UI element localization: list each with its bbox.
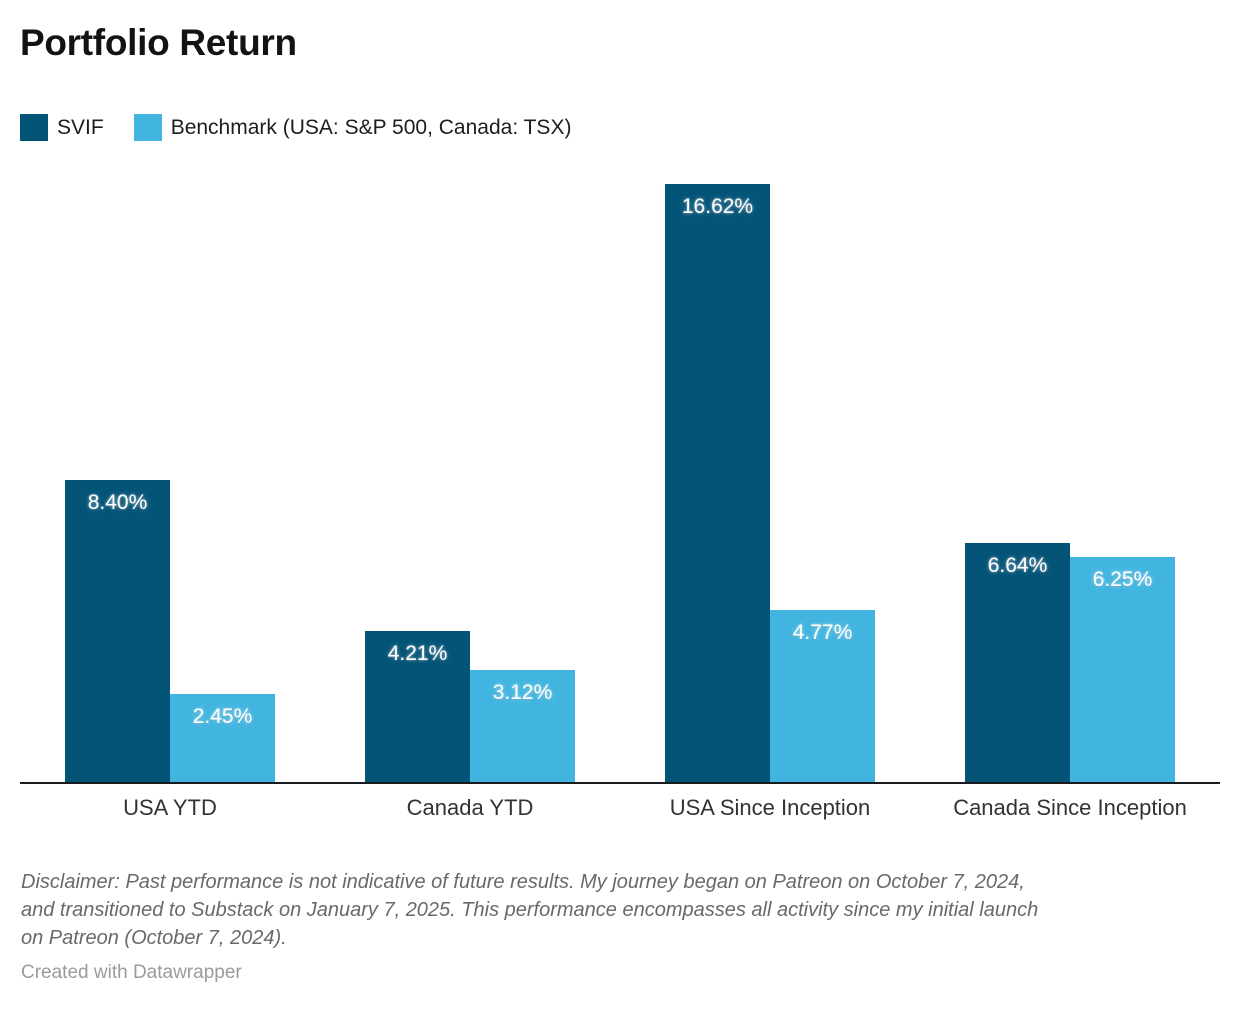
x-axis-baseline [20, 782, 1220, 784]
bar-benchmark-canada-ytd[interactable]: 3.12% [470, 670, 575, 782]
x-axis-label-canada-ytd: Canada YTD [406, 795, 534, 820]
disclaimer-line: Disclaimer: Past performance is not indi… [21, 871, 1025, 893]
bar-value-label: 16.62% [681, 195, 754, 218]
legend-swatch-benchmark [133, 114, 162, 141]
bar-value-label: 2.45% [192, 705, 253, 728]
legend-swatch-svif [20, 114, 48, 141]
bar-svif-canada-since-inception[interactable]: 6.64% [965, 543, 1070, 782]
bar-value-label: 6.25% [1092, 568, 1153, 591]
bar-benchmark-usa-ytd[interactable]: 2.45% [170, 694, 275, 782]
disclaimer-text: Disclaimer: Past performance is not indi… [21, 868, 1038, 952]
bar-svif-canada-ytd[interactable]: 4.21% [365, 631, 470, 782]
legend: SVIF Benchmark (USA: S&P 500, Canada: TS… [20, 114, 601, 141]
legend-item-benchmark: Benchmark (USA: S&P 500, Canada: TSX) [133, 114, 572, 141]
disclaimer-line: on Patreon (October 7, 2024). [21, 927, 287, 949]
bar-value-label: 4.21% [387, 642, 448, 665]
bar-svif-usa-since-inception[interactable]: 16.62% [665, 184, 770, 782]
legend-item-svif: SVIF [20, 114, 104, 141]
bar-value-label: 4.77% [792, 621, 853, 644]
bar-svif-usa-ytd[interactable]: 8.40% [65, 480, 170, 782]
x-axis-label-canada-since-inception: Canada Since Inception [953, 795, 1187, 820]
bar-value-label: 6.64% [987, 554, 1048, 577]
chart-title: Portfolio Return [20, 22, 297, 63]
x-axis-label-usa-ytd: USA YTD [123, 795, 217, 820]
datawrapper-credit-link[interactable]: Created with Datawrapper [21, 962, 242, 983]
bar-value-label: 3.12% [492, 681, 553, 704]
bar-value-label: 8.40% [87, 491, 148, 514]
x-axis-label-usa-since-inception: USA Since Inception [669, 795, 871, 820]
legend-label-benchmark: Benchmark (USA: S&P 500, Canada: TSX) [170, 115, 572, 139]
disclaimer-line: and transitioned to Substack on January … [21, 899, 1039, 921]
bar-benchmark-usa-since-inception[interactable]: 4.77% [770, 610, 875, 782]
legend-label-svif: SVIF [57, 115, 104, 139]
bar-benchmark-canada-since-inception[interactable]: 6.25% [1070, 557, 1175, 782]
